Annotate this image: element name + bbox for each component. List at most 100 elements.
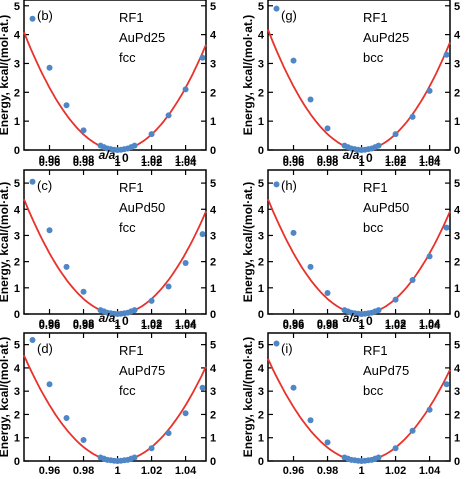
panel-g-data-point xyxy=(392,131,399,138)
panel-g-y-axis-label: Energy, kcal/(mol·at.) xyxy=(241,15,255,135)
panel-g-xtick-label: 1.02 xyxy=(385,154,406,166)
panel-c-label-line: fcc xyxy=(119,220,136,235)
panel-i-xtick-label-top: 0.98 xyxy=(317,320,338,332)
panel-d-data-point xyxy=(46,381,53,388)
panel-i-xtick-label-top: 1 xyxy=(358,320,364,332)
panel-g-ytick-label: 2 xyxy=(258,87,264,99)
panel-h-data-point xyxy=(290,229,297,236)
panel-g-data-point xyxy=(307,96,314,103)
panel-h-ytick-label-right: 3 xyxy=(454,230,460,242)
panel-h-data-point xyxy=(409,276,416,283)
panel-c-ytick-label: 5 xyxy=(14,178,20,190)
panel-i-fit-curve xyxy=(267,358,451,462)
panel-h-ytick-label-right: 4 xyxy=(454,204,461,216)
panel-c-xtick-label: 0.98 xyxy=(73,318,94,330)
panel-h-xtick-label: 0.96 xyxy=(283,318,304,330)
panel-g-data-point xyxy=(375,142,382,149)
panel-c-xtick-label-top: 1.02 xyxy=(141,157,162,169)
panel-d-xtick-label-top: 1 xyxy=(114,320,120,332)
panel-c-xtick-label-top: 0.98 xyxy=(73,157,94,169)
panel-c-ytick-label-right: 4 xyxy=(210,204,217,216)
panel-i-label-line: RF1 xyxy=(363,343,388,358)
panel-i-xtick-label: 0.96 xyxy=(283,465,304,474)
panel-g-ytick-label-right: 3 xyxy=(454,58,460,70)
panel-b-xtick-label: 0.96 xyxy=(39,154,60,166)
panel-h-xtick-label-top: 1.04 xyxy=(419,157,441,169)
panel-g-fit-curve xyxy=(267,29,451,151)
panel-c-label-line: AuPd50 xyxy=(119,200,165,215)
panel-b-fit-curve xyxy=(23,31,207,151)
panel-h-data-point xyxy=(324,290,331,297)
panel-i-xtick-label-top: 1.04 xyxy=(419,320,441,332)
panel-b-ytick-label: 3 xyxy=(14,58,20,70)
panel-i-data-point xyxy=(409,427,416,434)
panel-h-ytick-label: 5 xyxy=(258,178,264,190)
panel-b-ytick-label: 2 xyxy=(14,87,20,99)
panel-c-tag: (c) xyxy=(37,178,52,193)
panel-i-ytick-label-right: 4 xyxy=(454,363,461,375)
panel-d-ytick-label: 2 xyxy=(14,409,20,421)
panel-c-ytick-label-right: 1 xyxy=(210,283,216,295)
x-axis-label: a/a xyxy=(343,148,360,162)
panel-h-tag: (h) xyxy=(281,178,297,193)
panel-g-ytick-label-right: 2 xyxy=(454,87,460,99)
panel-i-ytick-label: 1 xyxy=(258,433,264,445)
panel-d-fit-curve xyxy=(23,355,207,462)
panel-c-ytick-label-right: 0 xyxy=(210,309,216,321)
panel-i-tag: (i) xyxy=(281,341,293,356)
panel-h-y-axis-label: Energy, kcal/(mol·at.) xyxy=(241,182,255,302)
panel-c-xtick-label: 0.96 xyxy=(39,318,60,330)
panel-b-ytick-label-right: 4 xyxy=(210,30,217,42)
panel-b-ytick-label-right: 0 xyxy=(210,145,216,157)
panel-i-ytick-label-right: 2 xyxy=(454,409,460,421)
panel-d-label-line: RF1 xyxy=(119,343,144,358)
panel-h-ytick-label-right: 0 xyxy=(454,309,460,321)
panel-d-y-axis-label: Energy, kcal/(mol·at.) xyxy=(0,337,11,457)
panel-d-ytick-label-right: 0 xyxy=(210,456,216,468)
panel-h-data-point xyxy=(273,181,280,188)
panel-i-data-point xyxy=(375,454,382,461)
panel-g-label-line: AuPd25 xyxy=(363,30,409,45)
panel-g-tag: (g) xyxy=(281,8,297,23)
panel-i-data-point xyxy=(392,445,399,452)
panel-h-xtick-label: 1.04 xyxy=(419,318,441,330)
panel-g-data-point xyxy=(426,87,433,94)
panel-b-ytick-label-right: 1 xyxy=(210,116,216,128)
panel-h-fit-curve xyxy=(267,198,451,315)
panel-i-ytick-label: 3 xyxy=(258,386,264,398)
panel-b-ytick-label-right: 2 xyxy=(210,87,216,99)
panel-b-xtick-label: 1.02 xyxy=(141,154,162,166)
panel-b-ytick-label: 4 xyxy=(14,30,21,42)
panel-b-data-point xyxy=(80,127,87,134)
panel-b-xtick-label: 0.98 xyxy=(73,154,94,166)
panel-i-xtick-label-top: 0.96 xyxy=(283,320,304,332)
panel-h-xtick-label-top: 0.98 xyxy=(317,157,338,169)
panel-d-data-point xyxy=(131,454,138,461)
panel-i-data-point xyxy=(426,406,433,413)
panel-b-data-point xyxy=(63,102,70,109)
panel-i-data-point xyxy=(290,384,297,391)
panel-h-ytick-label: 4 xyxy=(258,204,265,216)
panel-d-xtick-label: 1.02 xyxy=(141,465,162,474)
panel-d-data-point xyxy=(29,336,36,343)
panel-i-data-point xyxy=(324,439,331,446)
panel-i-y-axis-label: Energy, kcal/(mol·at.) xyxy=(241,337,255,457)
panel-c-data-point xyxy=(182,259,189,266)
panel-i-ytick-label-right: 0 xyxy=(454,456,460,468)
panel-d-ytick-label: 5 xyxy=(14,340,20,352)
panel-c-data-point xyxy=(29,178,36,185)
panel-g-label-line: bcc xyxy=(363,50,384,65)
panel-h-xtick-label-top: 0.96 xyxy=(283,157,304,169)
panel-i-ytick-label-right: 1 xyxy=(454,433,460,445)
panel-h-ytick-label-right: 2 xyxy=(454,257,460,269)
panel-c-xtick-label: 1.02 xyxy=(141,318,162,330)
panel-i-ytick-label-right: 5 xyxy=(454,340,460,352)
panel-i-ytick-label: 0 xyxy=(258,456,264,468)
panel-h-ytick-label: 3 xyxy=(258,230,264,242)
panel-c-data-point xyxy=(148,297,155,304)
x-axis-label: a/a xyxy=(99,311,116,325)
panel-g-data-point xyxy=(443,51,450,58)
panel-b-label-line: fcc xyxy=(119,50,136,65)
panel-c-xtick-label-top: 1.04 xyxy=(175,157,197,169)
panel-g-data-point xyxy=(324,125,331,132)
